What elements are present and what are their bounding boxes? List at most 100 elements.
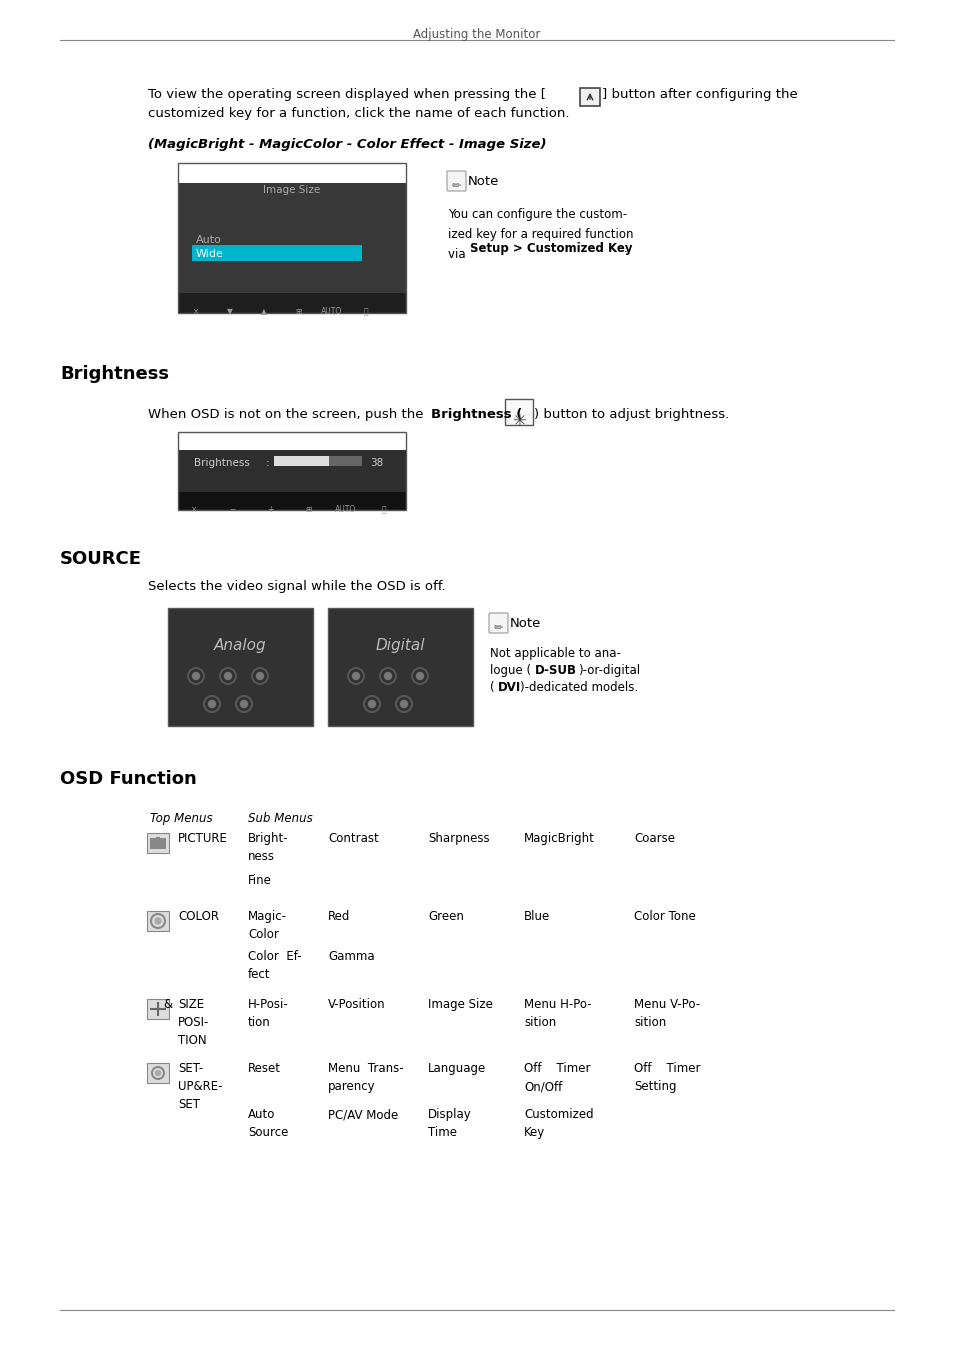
Text: SET-
UP&RE-
SET: SET- UP&RE- SET <box>178 1062 222 1111</box>
Text: (: ( <box>490 680 494 694</box>
FancyBboxPatch shape <box>504 400 533 425</box>
Text: Fine: Fine <box>248 873 272 887</box>
Text: Setup > Customized Key: Setup > Customized Key <box>470 242 632 255</box>
Text: ▼: ▼ <box>227 306 233 316</box>
Text: Image Size: Image Size <box>263 185 320 194</box>
Text: −: − <box>229 505 235 514</box>
Text: Digital: Digital <box>375 639 425 653</box>
Text: Brightness: Brightness <box>193 458 250 468</box>
Text: Customized
Key: Customized Key <box>523 1108 593 1139</box>
Bar <box>274 456 361 466</box>
Text: Image Size: Image Size <box>428 998 493 1011</box>
Text: Magic-
Color: Magic- Color <box>248 910 287 941</box>
Text: Note: Note <box>468 176 498 188</box>
Text: logue (: logue ( <box>490 664 531 676</box>
FancyBboxPatch shape <box>147 911 169 932</box>
Text: ✏: ✏ <box>452 181 460 190</box>
Text: ×: × <box>191 505 197 514</box>
Bar <box>178 293 406 313</box>
Text: PICTURE: PICTURE <box>178 832 228 845</box>
Text: When OSD is not on the screen, push the: When OSD is not on the screen, push the <box>148 408 427 421</box>
Text: Coarse: Coarse <box>634 832 675 845</box>
Circle shape <box>400 701 407 707</box>
Text: Analog: Analog <box>214 639 267 653</box>
Text: ✳: ✳ <box>512 412 525 431</box>
Text: Bright-
ness: Bright- ness <box>248 832 289 863</box>
Text: PC/AV Mode: PC/AV Mode <box>328 1108 397 1120</box>
Text: +: + <box>267 505 273 514</box>
Text: &: & <box>164 998 176 1011</box>
Circle shape <box>193 672 199 679</box>
Text: Red: Red <box>328 910 350 923</box>
Text: ) button to adjust brightness.: ) button to adjust brightness. <box>534 408 728 421</box>
Text: COLOR: COLOR <box>178 910 219 923</box>
Text: (MagicBright - MagicColor - Color Effect - Image Size): (MagicBright - MagicColor - Color Effect… <box>148 138 546 151</box>
Bar <box>328 608 473 726</box>
Text: OSD Function: OSD Function <box>60 769 196 788</box>
Text: Green: Green <box>428 910 463 923</box>
Text: AUTO: AUTO <box>321 306 342 316</box>
Circle shape <box>224 672 232 679</box>
Text: ▲: ▲ <box>261 306 267 316</box>
Bar <box>178 450 406 510</box>
Bar <box>178 184 406 313</box>
Text: Color  Ef-
fect: Color Ef- fect <box>248 950 301 981</box>
Text: ⊞: ⊞ <box>305 505 311 514</box>
Text: Blue: Blue <box>523 910 550 923</box>
Text: MagicBright: MagicBright <box>523 832 595 845</box>
Circle shape <box>155 1071 160 1076</box>
Bar <box>150 838 166 849</box>
Bar <box>168 608 313 726</box>
FancyBboxPatch shape <box>147 999 169 1019</box>
Circle shape <box>154 918 161 923</box>
Text: customized key for a function, click the name of each function.: customized key for a function, click the… <box>148 107 569 120</box>
Circle shape <box>209 701 215 707</box>
Text: Menu H-Po-
sition: Menu H-Po- sition <box>523 998 591 1029</box>
Text: Gamma: Gamma <box>328 950 375 963</box>
Text: Wide: Wide <box>195 248 224 259</box>
Text: Off    Timer
On/Off: Off Timer On/Off <box>523 1062 590 1094</box>
Bar <box>178 163 406 313</box>
Circle shape <box>256 672 263 679</box>
Circle shape <box>240 701 247 707</box>
Text: AUTO: AUTO <box>335 505 356 514</box>
Text: D-SUB: D-SUB <box>535 664 577 676</box>
Text: SIZE
POSI-
TION: SIZE POSI- TION <box>178 998 209 1048</box>
Text: )-dedicated models.: )-dedicated models. <box>519 680 638 694</box>
Text: ×: × <box>193 306 199 316</box>
Text: Note: Note <box>510 617 540 630</box>
Text: Contrast: Contrast <box>328 832 378 845</box>
Text: Selects the video signal while the OSD is off.: Selects the video signal while the OSD i… <box>148 580 445 593</box>
Text: To view the operating screen displayed when pressing the [: To view the operating screen displayed w… <box>148 88 545 101</box>
Text: Off    Timer
Setting: Off Timer Setting <box>634 1062 700 1094</box>
Text: DVI: DVI <box>497 680 520 694</box>
Text: 38: 38 <box>370 458 383 468</box>
Text: Color Tone: Color Tone <box>634 910 695 923</box>
Bar <box>178 432 406 510</box>
FancyBboxPatch shape <box>489 613 507 633</box>
Bar <box>274 456 329 466</box>
Text: ✏: ✏ <box>494 622 502 633</box>
Text: .: . <box>623 242 627 255</box>
Text: Sub Menus: Sub Menus <box>248 811 313 825</box>
Text: Sharpness: Sharpness <box>428 832 489 845</box>
FancyBboxPatch shape <box>147 1062 169 1083</box>
Text: Auto: Auto <box>195 235 222 244</box>
Text: Brightness (: Brightness ( <box>431 408 522 421</box>
Text: Menu  Trans-
parency: Menu Trans- parency <box>328 1062 403 1094</box>
Text: H-Posi-
tion: H-Posi- tion <box>248 998 289 1029</box>
Text: V-Position: V-Position <box>328 998 385 1011</box>
Text: ⏻: ⏻ <box>381 505 386 514</box>
Circle shape <box>368 701 375 707</box>
Text: Language: Language <box>428 1062 486 1075</box>
Text: Not applicable to ana-: Not applicable to ana- <box>490 647 620 660</box>
Bar <box>156 837 160 840</box>
Text: Top Menus: Top Menus <box>150 811 213 825</box>
FancyBboxPatch shape <box>147 833 169 853</box>
Bar <box>192 244 361 261</box>
Text: ⊞: ⊞ <box>294 306 301 316</box>
Bar <box>178 491 406 510</box>
Text: Adjusting the Monitor: Adjusting the Monitor <box>413 28 540 40</box>
Circle shape <box>352 672 359 679</box>
Text: You can configure the custom-
ized key for a required function
via: You can configure the custom- ized key f… <box>448 208 633 261</box>
